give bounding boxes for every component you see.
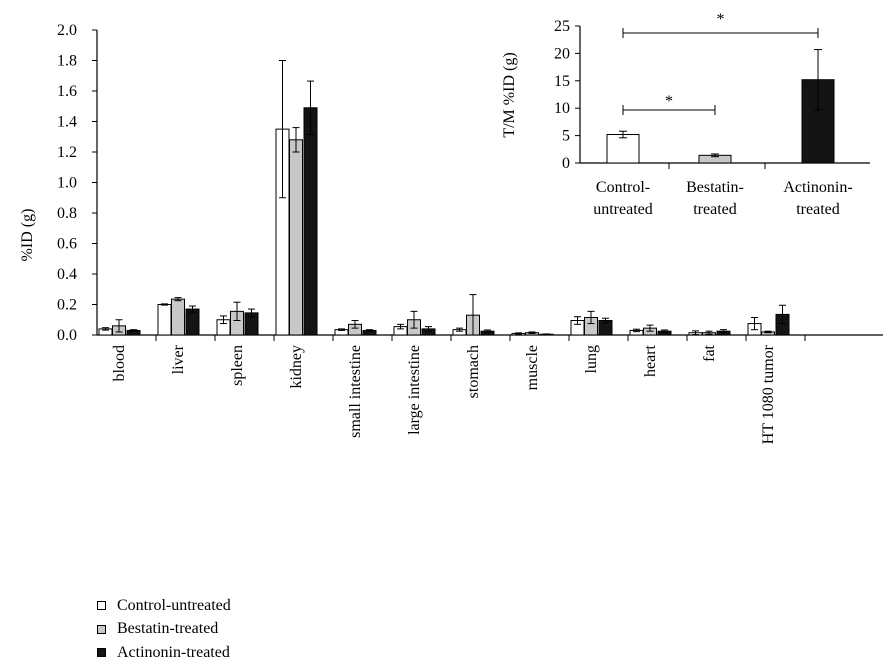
inset-y-axis-label: T/M %ID (g) bbox=[501, 52, 518, 137]
main-y-tick-label: 0.2 bbox=[57, 297, 77, 314]
inset-x-tick-label: Bestatin- bbox=[686, 179, 744, 196]
inset-x-tick-label: Actinonin- bbox=[783, 179, 852, 196]
inset-y-tick-label: 20 bbox=[554, 45, 570, 62]
legend-item: Bestatin-treated bbox=[97, 618, 231, 642]
bar-actinonin-treated-liver bbox=[185, 308, 200, 336]
main-x-tick-label: large intestine bbox=[406, 345, 423, 435]
inset-y-tick-label: 15 bbox=[554, 73, 570, 90]
bar-bestatin-treated-liver bbox=[171, 298, 185, 336]
main-y-tick-label: 0.6 bbox=[57, 236, 77, 253]
inset-bar-control-untreated bbox=[606, 134, 640, 164]
legend-item: Actinonin-treated bbox=[97, 641, 231, 665]
inset-y-tick-label: 0 bbox=[562, 155, 570, 172]
main-y-axis-label: %ID (g) bbox=[19, 209, 36, 262]
main-y-tick-label: 1.4 bbox=[57, 114, 77, 131]
legend-swatch bbox=[97, 648, 106, 658]
bar-control-untreated-liver bbox=[157, 304, 172, 336]
bar-actinonin-treated-kidney bbox=[303, 107, 318, 336]
main-y-tick-label: 2.0 bbox=[57, 22, 77, 39]
main-x-tick-label: muscle bbox=[524, 345, 541, 390]
main-y-tick-label: 1.0 bbox=[57, 175, 77, 192]
main-x-tick-label: kidney bbox=[288, 345, 305, 389]
legend-label: Control-untreated bbox=[117, 596, 231, 614]
main-x-tick-label: spleen bbox=[229, 345, 246, 386]
main-x-tick-label: liver bbox=[170, 344, 187, 374]
significance-star: * bbox=[717, 11, 725, 28]
legend-swatch bbox=[97, 624, 106, 634]
main-x-tick-label: stomach bbox=[465, 345, 482, 398]
main-x-tick-label: blood bbox=[111, 345, 128, 381]
inset-y-tick-label: 5 bbox=[562, 128, 570, 145]
main-y-tick-label: 0.0 bbox=[57, 327, 77, 344]
main-x-tick-label: HT 1080 tumor bbox=[760, 344, 777, 444]
main-y-tick-label: 0.4 bbox=[57, 266, 77, 283]
main-y-tick-label: 0.8 bbox=[57, 205, 77, 222]
legend-item: Control-untreated bbox=[97, 594, 231, 618]
legend-label: Bestatin-treated bbox=[117, 620, 219, 638]
significance-star: * bbox=[665, 93, 673, 110]
inset-x-tick-label: treated bbox=[693, 201, 737, 218]
inset-x-tick-label: Control- bbox=[596, 179, 650, 196]
legend: Control-untreated Bestatin-treated Actinon… bbox=[97, 594, 231, 665]
inset-x-tick-label: treated bbox=[796, 201, 840, 218]
inset-y-tick-label: 25 bbox=[554, 18, 570, 35]
bar-bestatin-treated-kidney bbox=[289, 139, 303, 336]
inset-y-tick-label: 10 bbox=[554, 100, 570, 117]
inset-x-tick-label: untreated bbox=[593, 201, 653, 218]
legend-swatch bbox=[97, 601, 106, 611]
main-y-tick-label: 1.2 bbox=[57, 144, 77, 161]
biodistribution-chart: 0.0 0.2 0.4 0.6 0.8 1.0 1.2 1.4 1.6 1.8 2.0 %ID (g)… bbox=[19, 11, 883, 444]
main-x-tick-label: small intestine bbox=[347, 345, 364, 438]
main-y-tick-label: 1.6 bbox=[57, 83, 77, 100]
legend-label: Actinonin-treated bbox=[117, 643, 230, 661]
main-x-tick-label: lung bbox=[583, 345, 600, 373]
main-x-tick-label: fat bbox=[701, 344, 718, 361]
main-y-tick-label: 1.8 bbox=[57, 53, 77, 70]
main-x-tick-label: heart bbox=[642, 344, 659, 377]
